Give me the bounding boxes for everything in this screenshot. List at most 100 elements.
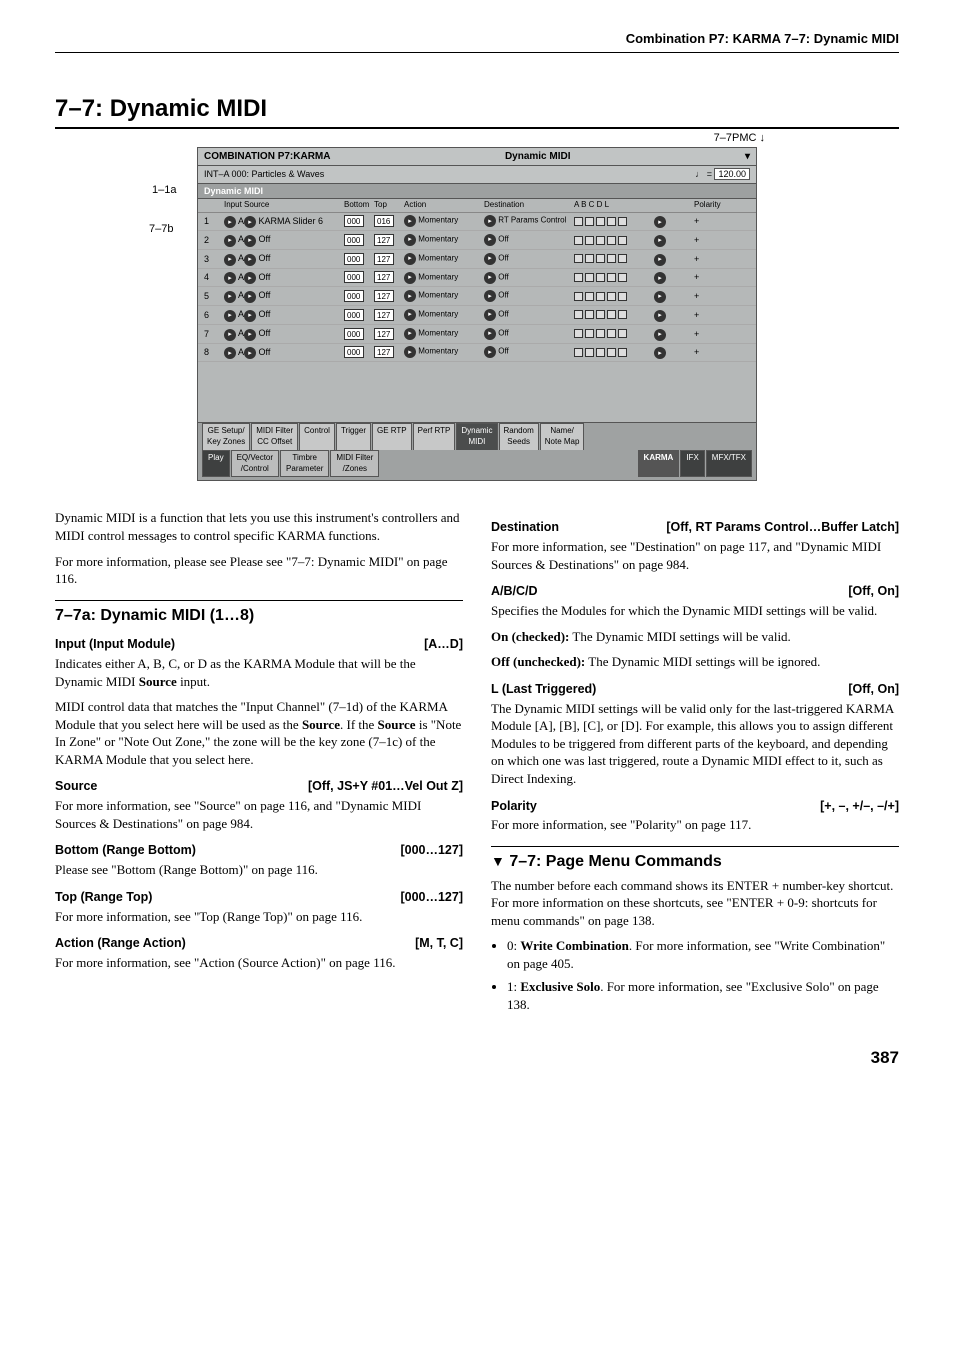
action-spin[interactable]: ▸ xyxy=(404,290,416,302)
lower-tab[interactable]: Play xyxy=(202,450,230,478)
input-spin[interactable]: ▸ xyxy=(224,235,236,247)
dest-spin[interactable]: ▸ xyxy=(484,290,496,302)
chk-a[interactable] xyxy=(574,236,583,245)
chk-a[interactable] xyxy=(574,329,583,338)
action-spin[interactable]: ▸ xyxy=(404,253,416,265)
chk-c[interactable] xyxy=(596,273,605,282)
source-spin[interactable]: ▸ xyxy=(244,291,256,303)
chk-b[interactable] xyxy=(585,348,594,357)
bottom-field[interactable]: 000 xyxy=(344,234,364,246)
chk-l[interactable] xyxy=(618,217,627,226)
chk-a[interactable] xyxy=(574,273,583,282)
upper-tab[interactable]: MIDI FilterCC Offset xyxy=(251,423,298,450)
source-spin[interactable]: ▸ xyxy=(244,235,256,247)
chk-d[interactable] xyxy=(607,236,616,245)
polarity-spin[interactable]: ▸ xyxy=(654,272,666,284)
action-spin[interactable]: ▸ xyxy=(404,215,416,227)
bottom-field[interactable]: 000 xyxy=(344,290,364,302)
upper-tab[interactable]: RandomSeeds xyxy=(499,423,539,450)
lower-tab[interactable]: TimbreParameter xyxy=(280,450,329,478)
top-field[interactable]: 127 xyxy=(374,346,394,358)
chk-a[interactable] xyxy=(574,217,583,226)
chk-c[interactable] xyxy=(596,348,605,357)
source-spin[interactable]: ▸ xyxy=(244,310,256,322)
chk-b[interactable] xyxy=(585,217,594,226)
upper-tab[interactable]: DynamicMIDI xyxy=(456,423,497,450)
ss-combi-name[interactable]: INT–A 000: Particles & Waves xyxy=(204,168,324,180)
chk-a[interactable] xyxy=(574,254,583,263)
chk-d[interactable] xyxy=(607,273,616,282)
chk-l[interactable] xyxy=(618,348,627,357)
lower-tab[interactable]: KARMA xyxy=(638,450,680,478)
tempo-value[interactable]: 120.00 xyxy=(714,168,750,180)
bottom-field[interactable]: 000 xyxy=(344,346,364,358)
action-spin[interactable]: ▸ xyxy=(404,328,416,340)
chk-d[interactable] xyxy=(607,292,616,301)
dest-spin[interactable]: ▸ xyxy=(484,328,496,340)
chk-c[interactable] xyxy=(596,329,605,338)
action-spin[interactable]: ▸ xyxy=(404,272,416,284)
bottom-field[interactable]: 000 xyxy=(344,215,364,227)
polarity-spin[interactable]: ▸ xyxy=(654,347,666,359)
bottom-field[interactable]: 000 xyxy=(344,328,364,340)
dest-spin[interactable]: ▸ xyxy=(484,234,496,246)
input-spin[interactable]: ▸ xyxy=(224,272,236,284)
chk-b[interactable] xyxy=(585,310,594,319)
dest-spin[interactable]: ▸ xyxy=(484,346,496,358)
lower-tab[interactable]: IFX xyxy=(680,450,704,478)
polarity-spin[interactable]: ▸ xyxy=(654,310,666,322)
top-field[interactable]: 127 xyxy=(374,271,394,283)
dest-spin[interactable]: ▸ xyxy=(484,309,496,321)
upper-tab[interactable]: Perf RTP xyxy=(413,423,456,450)
dest-spin[interactable]: ▸ xyxy=(484,253,496,265)
top-field[interactable]: 127 xyxy=(374,290,394,302)
chk-l[interactable] xyxy=(618,273,627,282)
polarity-spin[interactable]: ▸ xyxy=(654,291,666,303)
upper-tab[interactable]: Control xyxy=(299,423,335,450)
chk-d[interactable] xyxy=(607,254,616,263)
upper-tab[interactable]: Name/Note Map xyxy=(540,423,585,450)
chk-b[interactable] xyxy=(585,273,594,282)
source-spin[interactable]: ▸ xyxy=(244,329,256,341)
action-spin[interactable]: ▸ xyxy=(404,234,416,246)
bottom-field[interactable]: 000 xyxy=(344,253,364,265)
top-field[interactable]: 127 xyxy=(374,253,394,265)
polarity-spin[interactable]: ▸ xyxy=(654,254,666,266)
bottom-field[interactable]: 000 xyxy=(344,271,364,283)
dest-spin[interactable]: ▸ xyxy=(484,215,496,227)
top-field[interactable]: 127 xyxy=(374,328,394,340)
input-spin[interactable]: ▸ xyxy=(224,347,236,359)
input-spin[interactable]: ▸ xyxy=(224,329,236,341)
chk-d[interactable] xyxy=(607,217,616,226)
source-spin[interactable]: ▸ xyxy=(244,216,256,228)
chk-l[interactable] xyxy=(618,254,627,263)
chk-c[interactable] xyxy=(596,254,605,263)
top-field[interactable]: 127 xyxy=(374,234,394,246)
bottom-field[interactable]: 000 xyxy=(344,309,364,321)
chk-a[interactable] xyxy=(574,310,583,319)
chk-c[interactable] xyxy=(596,236,605,245)
chk-c[interactable] xyxy=(596,310,605,319)
chk-l[interactable] xyxy=(618,310,627,319)
action-spin[interactable]: ▸ xyxy=(404,309,416,321)
action-spin[interactable]: ▸ xyxy=(404,346,416,358)
chk-c[interactable] xyxy=(596,292,605,301)
lower-tab[interactable]: MFX/TFX xyxy=(706,450,752,478)
lower-tab[interactable]: EQ/Vector/Control xyxy=(231,450,279,478)
input-spin[interactable]: ▸ xyxy=(224,254,236,266)
polarity-spin[interactable]: ▸ xyxy=(654,216,666,228)
input-spin[interactable]: ▸ xyxy=(224,310,236,322)
chk-a[interactable] xyxy=(574,348,583,357)
chk-b[interactable] xyxy=(585,254,594,263)
chk-b[interactable] xyxy=(585,236,594,245)
chk-d[interactable] xyxy=(607,329,616,338)
chk-l[interactable] xyxy=(618,236,627,245)
dest-spin[interactable]: ▸ xyxy=(484,272,496,284)
chk-d[interactable] xyxy=(607,348,616,357)
input-spin[interactable]: ▸ xyxy=(224,216,236,228)
upper-tab[interactable]: GE Setup/Key Zones xyxy=(202,423,250,450)
input-spin[interactable]: ▸ xyxy=(224,291,236,303)
source-spin[interactable]: ▸ xyxy=(244,272,256,284)
top-field[interactable]: 016 xyxy=(374,215,394,227)
upper-tab[interactable]: Trigger xyxy=(336,423,371,450)
